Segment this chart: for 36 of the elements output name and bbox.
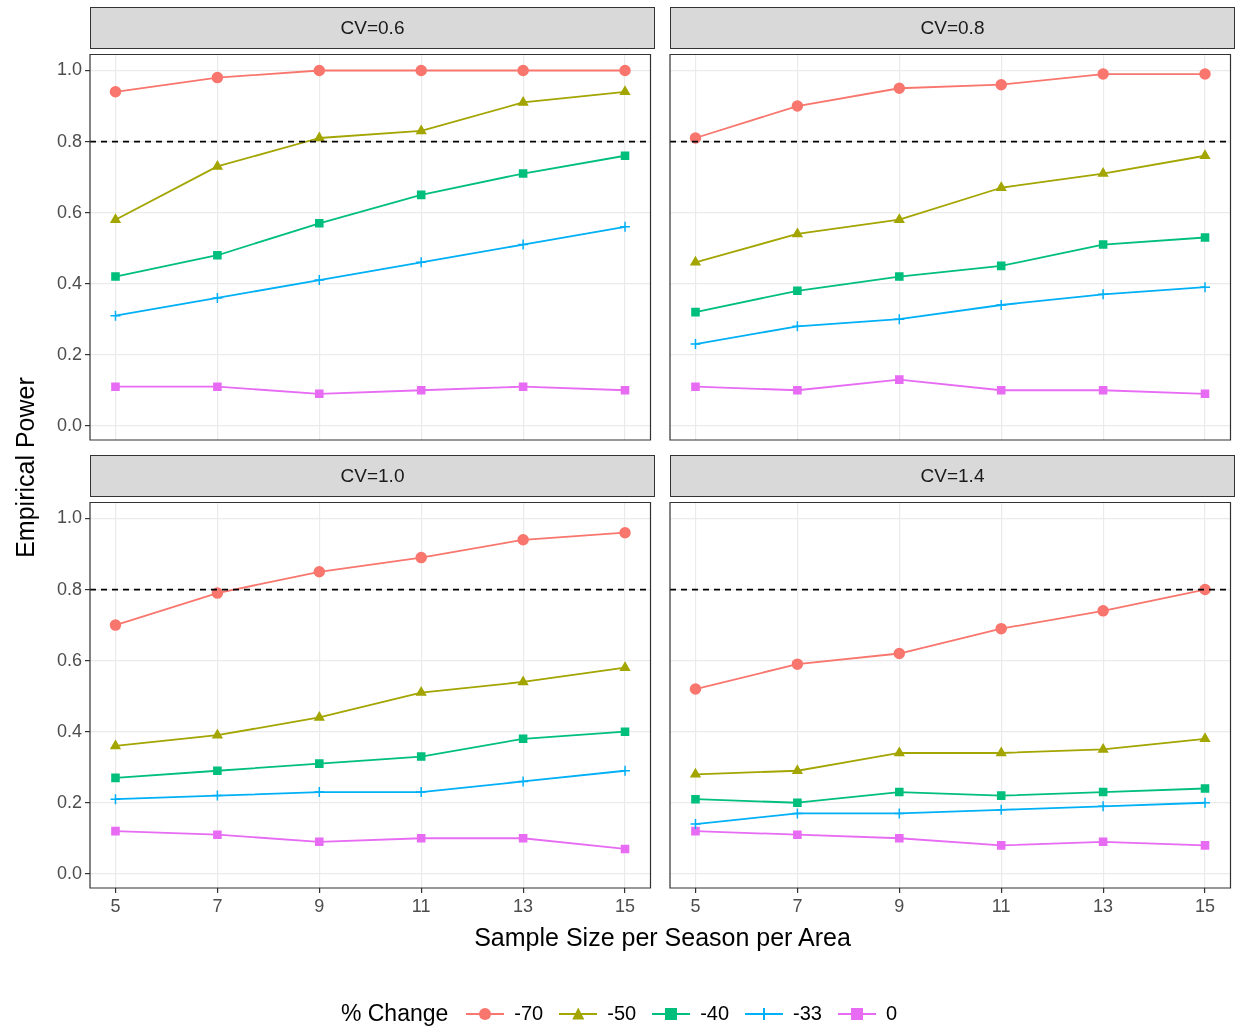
chart-title: CV=0.6	[90, 7, 655, 49]
y-tick-label: 0.4	[56, 272, 82, 293]
x-tick-label: 13	[1093, 895, 1114, 916]
legend-label: -40	[700, 1002, 730, 1025]
y-tick-label: 0.2	[56, 791, 82, 812]
x-tick-label: 7	[792, 895, 803, 916]
x-tick-label: 15	[1195, 895, 1216, 916]
legend-title: % Change	[340, 1000, 449, 1027]
chart-title: CV=1.0	[90, 455, 655, 497]
legend-label: -33	[793, 1002, 822, 1025]
x-tick-label: 5	[690, 895, 701, 916]
y-tick-label: 0.8	[56, 130, 82, 151]
x-tick-label: 9	[894, 895, 905, 916]
chart-title: CV=1.4	[670, 455, 1235, 497]
x-tick-label: 11	[411, 895, 431, 916]
legend-label: 0	[885, 1002, 898, 1025]
legend-label: -50	[607, 1002, 637, 1025]
y-tick-label: 0.8	[56, 578, 82, 599]
y-axis-title: Empirical Power	[10, 376, 40, 560]
y-tick-label: 0.0	[56, 414, 82, 435]
x-tick-label: 9	[314, 895, 325, 916]
x-axis-title: Sample Size per Season per Area	[473, 923, 852, 952]
x-tick-label: 5	[110, 895, 121, 916]
legend-label: -70	[514, 1002, 544, 1025]
y-tick-label: 0.6	[56, 201, 82, 222]
x-tick-label: 15	[615, 895, 636, 916]
y-tick-label: 1.0	[56, 59, 82, 80]
y-tick-label: 0.4	[56, 720, 82, 741]
y-tick-label: 0.2	[56, 343, 82, 364]
x-tick-label: 11	[991, 895, 1011, 916]
chart-title: CV=0.8	[670, 7, 1235, 49]
x-tick-label: 13	[513, 895, 534, 916]
x-tick-label: 7	[212, 895, 223, 916]
y-tick-label: 0.6	[56, 649, 82, 670]
y-tick-label: 1.0	[56, 507, 82, 528]
y-tick-label: 0.0	[56, 862, 82, 883]
